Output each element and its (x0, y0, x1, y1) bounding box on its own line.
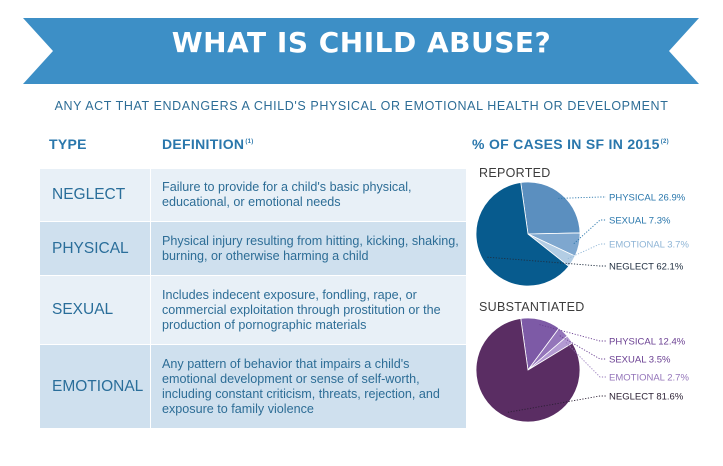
page-title: WHAT IS CHILD ABUSE? (171, 26, 552, 59)
leader-line-emotional (565, 342, 606, 378)
table-row: EMOTIONAL Any pattern of behavior that i… (40, 345, 466, 429)
leader-line-physical (539, 324, 606, 342)
pie-label-physical: PHYSICAL 26.9% (609, 193, 686, 204)
leader-line-sexual (573, 219, 606, 245)
reported-pie-chart: PHYSICAL 26.9% SEXUAL 7.3% EMOTIONAL 3.7% N… (476, 181, 689, 287)
leader-line-sexual (559, 335, 606, 360)
chart-section-header: % OF CASES IN SF IN 2015(2) (472, 136, 669, 152)
leader-line-neglect (487, 256, 606, 267)
reported-chart-title: REPORTED (479, 166, 551, 180)
row-type: PHYSICAL (40, 222, 151, 275)
leader-line-physical (558, 196, 606, 199)
pie-label-neglect: NEGLECT 81.6% (609, 392, 684, 403)
pie-label-sexual: SEXUAL 7.3% (609, 216, 671, 227)
leader-line-neglect (507, 395, 606, 413)
page-subtitle: ANY ACT THAT ENDANGERS A CHILD'S PHYSICA… (54, 99, 669, 113)
table-row: PHYSICAL Physical injury resulting from … (40, 222, 466, 276)
definition-footnote: (1) (245, 139, 254, 146)
row-definition: Includes indecent exposure, fondling, ra… (162, 287, 441, 332)
leader-line-emotional (567, 243, 606, 260)
pie-slice-physical (520, 181, 581, 235)
row-type: NEGLECT (40, 169, 151, 221)
row-type: EMOTIONAL (40, 345, 151, 428)
pie-label-emotional: EMOTIONAL 3.7% (609, 240, 689, 251)
chart-section-footnote: (2) (660, 139, 669, 146)
table-row: NEGLECT Failure to provide for a child's… (40, 169, 466, 222)
row-definition: Any pattern of behavior that impairs a c… (162, 356, 440, 416)
pie-label-neglect: NEGLECT 62.1% (609, 262, 684, 273)
banner-ribbon (23, 18, 699, 84)
substantiated-pie-chart: PHYSICAL 12.4% SEXUAL 3.5% EMOTIONAL 2.7% N… (476, 317, 689, 423)
chart-section-title: % OF CASES IN SF IN 2015 (472, 136, 660, 152)
pie-slice-neglect (476, 318, 581, 423)
table-row: SEXUAL Includes indecent exposure, fondl… (40, 276, 466, 345)
definition-column-header: DEFINITION(1) (162, 136, 254, 152)
abuse-types-table: NEGLECT Failure to provide for a child's… (40, 169, 466, 429)
pie-label-sexual: SEXUAL 3.5% (609, 355, 671, 366)
pie-label-emotional: EMOTIONAL 2.7% (609, 373, 689, 384)
pie-label-physical: PHYSICAL 12.4% (609, 337, 686, 348)
row-type: SEXUAL (40, 276, 151, 344)
row-definition: Physical injury resulting from hitting, … (162, 233, 459, 263)
definition-header-label: DEFINITION (162, 136, 245, 152)
row-definition: Failure to provide for a child's basic p… (162, 180, 412, 209)
pie-slice-neglect (476, 182, 570, 287)
type-column-header: TYPE (49, 136, 87, 152)
title-banner: WHAT IS CHILD ABUSE? (0, 0, 723, 85)
substantiated-chart-title: SUBSTANTIATED (479, 300, 585, 314)
